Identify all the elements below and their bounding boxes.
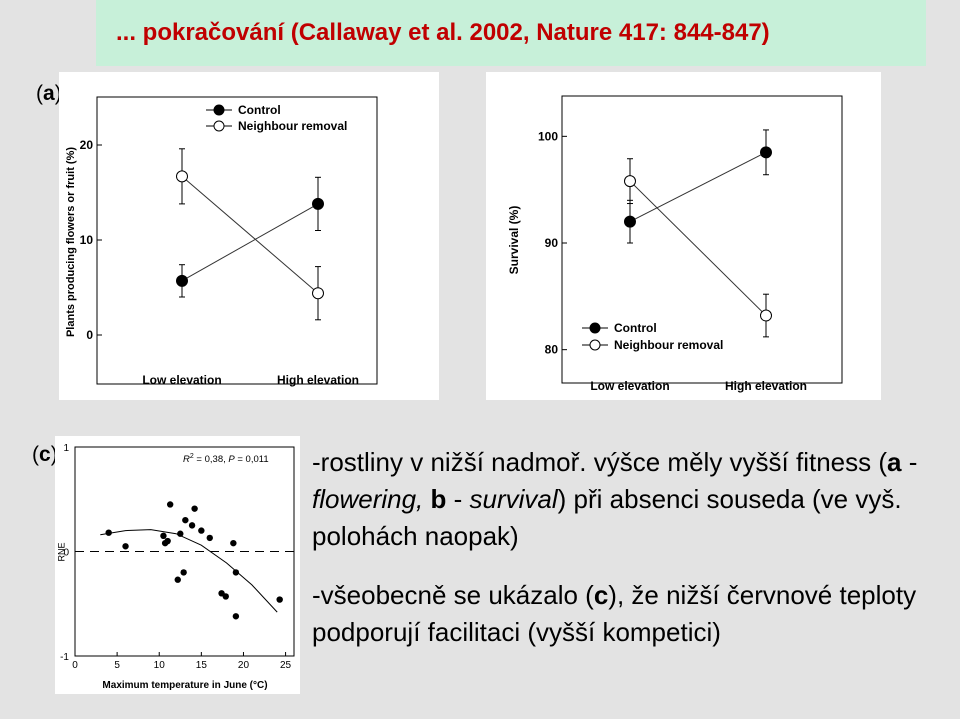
data-point [177,530,184,537]
removal-point [624,175,636,188]
chart-c-panel: 0 5 10 15 20 25 -1 0 1 RNE Maximum temperature i… [55,436,300,694]
legend-marker-control [213,104,225,116]
y-tick-label: 0 [63,548,69,559]
series-line [181,203,319,282]
x-category-high: High elevation [277,373,359,387]
x-category-low: Low elevation [142,373,221,387]
axis-ticks: 0 5 10 15 20 25-101 [60,443,291,671]
slide-title: ... pokračování (Callaway et al. 2002, N… [116,19,770,46]
data-point [230,539,237,547]
y-ticks: 80 90 100 [538,129,567,357]
y-tick-label: 20 [80,138,94,152]
data-marks [75,501,294,620]
control-point [624,215,636,228]
data-point [206,534,213,542]
y-tick-label: 1 [63,443,69,454]
y-tick-label: 100 [538,129,558,143]
y-axis-label: Plants producing flowers or fruit (%) [65,147,77,337]
header-banner: ... pokračování (Callaway et al. 2002, N… [96,0,926,66]
plot-frame [561,95,843,384]
data-point [105,529,112,536]
control-point [312,197,324,210]
fit-curve [100,529,278,613]
panel-label-c: (c) [32,443,58,466]
legend-label: Control [238,103,281,117]
data-point [232,569,240,576]
data-point [166,501,174,508]
x-tick-label: 20 [238,660,250,671]
y-tick-label: 0 [86,328,93,342]
bullet-list: -rostliny v nižší nadmoř. výšce měly vyš… [312,444,952,651]
fit-annotation: R2 = 0,38, P = 0,011 [183,453,269,465]
bullet-2: -všeobecně se ukázalo (c), že nižší červ… [312,580,917,647]
data-point [188,522,196,529]
legend: Control Neighbour removal [582,321,723,352]
data-point [198,527,205,534]
x-category-high: High elevation [725,379,807,393]
chart-a-panel: 0 10 20 Control Neighbour removal Plants pr… [59,72,439,400]
y-tick-label: -1 [60,652,69,663]
chart-b-panel: 80 90 100 Control Neighbour removal Surviva… [486,72,881,400]
y-ticks: 0 10 20 [80,138,102,342]
removal-point [176,170,188,183]
removal-point [312,287,324,300]
x-tick-label: 10 [154,660,166,671]
data-point [164,537,171,545]
x-category-low: Low elevation [590,379,669,393]
x-tick-label: 15 [196,660,208,671]
chart-a: 0 10 20 Control Neighbour removal Plants pr… [65,96,378,387]
data-point [160,532,167,540]
series-line [629,151,767,223]
bullet-1: -rostliny v nižší nadmoř. výšce měly vyš… [312,447,918,551]
data-point [191,505,198,512]
chart-b: 80 90 100 Control Neighbour removal Surviva… [507,95,843,393]
chart-c: 0 5 10 15 20 25-101 RNE Maximum temperature i… [56,443,295,691]
data-point [182,516,189,524]
legend-label: Neighbour removal [614,338,723,352]
series-line [181,175,319,294]
legend-marker-removal [589,339,601,351]
data-marks [176,148,324,321]
data-point [174,576,181,583]
series-line [629,180,767,316]
y-tick-label: 10 [80,233,94,247]
legend-marker-control [589,322,601,334]
data-point [222,593,229,600]
x-tick-label: 5 [114,660,120,671]
data-point [122,543,129,550]
plot-frame [96,96,378,385]
data-marks [624,129,772,338]
y-axis-label: RNE [56,542,66,561]
y-tick-label: 90 [545,236,559,250]
data-point [232,613,240,620]
x-tick-label: 0 [72,660,78,671]
control-point [176,274,188,287]
data-point [276,596,283,603]
y-tick-label: 80 [545,343,559,357]
removal-point [760,309,772,322]
x-tick-label: 25 [280,660,292,671]
control-point [760,146,772,159]
y-axis-label: Survival (%) [507,206,521,275]
legend-label: Neighbour removal [238,119,347,133]
data-point [180,569,187,576]
legend: Control Neighbour removal [206,103,347,133]
legend-label: Control [614,321,657,335]
panel-label-a: (a) [36,82,62,105]
legend-marker-removal [213,120,225,132]
x-axis-label: Maximum temperature in June (°C) [102,680,267,691]
